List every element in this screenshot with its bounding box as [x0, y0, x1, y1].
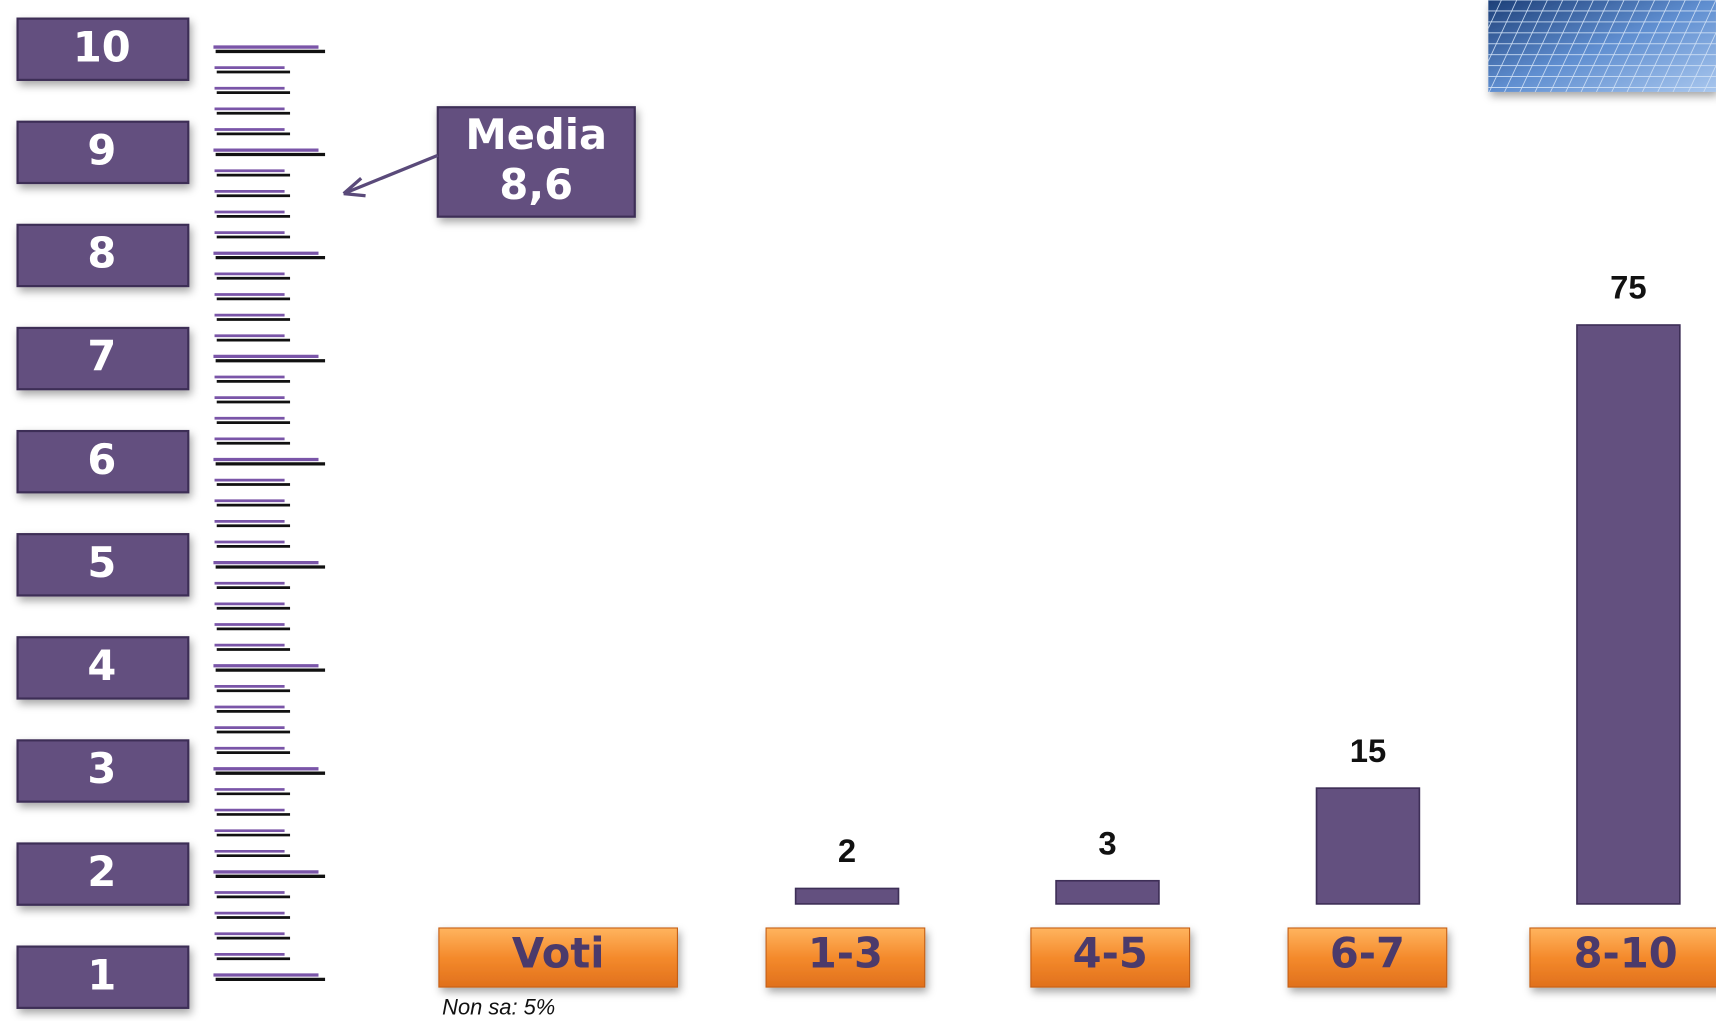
scale-box [16, 533, 190, 597]
scale-label: 9 [87, 125, 116, 174]
x-label-bg [438, 927, 678, 988]
scale-box [16, 842, 190, 906]
note: Non sa: 5% [442, 995, 555, 1020]
category-box [1030, 927, 1191, 988]
x-label-box: Voti [438, 927, 678, 988]
category-box [1529, 927, 1716, 988]
bar [1055, 879, 1160, 905]
scale-box [16, 739, 190, 803]
scale-label: 8 [87, 229, 116, 278]
mean-value: 8,6 [499, 160, 573, 209]
scale-label: 7 [87, 332, 116, 381]
x-tick-label: 1-3 [808, 928, 883, 977]
mean-box [436, 106, 636, 218]
mean-callout: Media 8,6 [342, 106, 636, 218]
scale-label: 10 [73, 22, 131, 71]
x-label: Voti [512, 928, 605, 977]
x-tick-label: 4-5 [1073, 928, 1148, 977]
bar [1576, 324, 1681, 905]
solar-photo [1488, 0, 1716, 92]
scale-label: 4 [87, 641, 116, 690]
value-label: 15 [1350, 732, 1387, 769]
bars: 2 1-3 3 4-5 15 6-7 75 8-10 [765, 269, 1716, 988]
scale-box [16, 636, 190, 700]
scale: 10 9 8 7 6 5 4 3 2 1 [16, 17, 326, 1009]
category-box [765, 927, 926, 988]
mean-arrowhead [342, 177, 366, 198]
value-label: 75 [1610, 269, 1647, 306]
scale-box [16, 429, 190, 494]
scale-box [16, 945, 190, 1009]
scale-label: 5 [87, 538, 116, 587]
scale-label: 6 [87, 435, 116, 484]
scale-box [16, 326, 190, 391]
scale-label: 2 [87, 847, 116, 896]
x-tick-label: 8-10 [1574, 928, 1678, 977]
value-label: 2 [838, 832, 856, 869]
bar [1315, 787, 1421, 905]
scale-box [16, 17, 190, 81]
scale-box [16, 120, 190, 185]
x-tick-label: 6-7 [1330, 928, 1405, 977]
category-box [1287, 927, 1448, 988]
scale-label: 3 [87, 744, 116, 793]
scale-label: 1 [87, 950, 116, 999]
scale-box [16, 223, 190, 288]
bar [794, 887, 900, 905]
mean-title: Media [465, 110, 607, 159]
value-label: 3 [1098, 824, 1116, 861]
mean-arrow [343, 153, 439, 196]
